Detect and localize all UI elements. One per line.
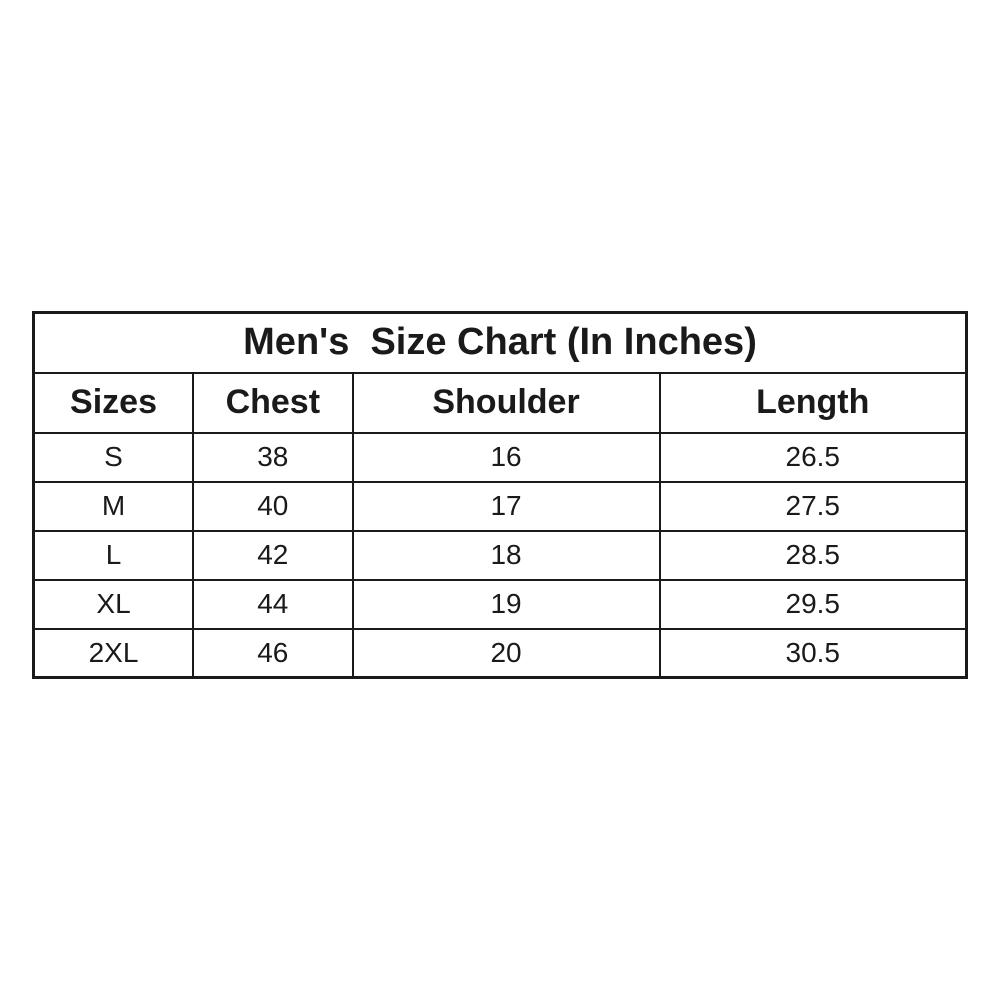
size-cell: 2XL (32, 627, 195, 679)
length-cell: 30.5 (658, 627, 968, 679)
table-row-s: S 38 16 26.5 (32, 431, 968, 483)
shoulder-cell: 16 (351, 431, 661, 483)
shoulder-cell: 19 (351, 578, 661, 630)
length-cell: 26.5 (658, 431, 968, 483)
column-header-shoulder: Shoulder (351, 371, 661, 434)
column-header-chest: Chest (192, 371, 354, 434)
table-row-l: L 42 18 28.5 (32, 529, 968, 581)
column-header-length: Length (658, 371, 968, 434)
size-cell: S (32, 431, 195, 483)
size-cell: M (32, 480, 195, 532)
size-cell: XL (32, 578, 195, 630)
table-row-xl: XL 44 19 29.5 (32, 578, 968, 630)
chest-cell: 40 (192, 480, 354, 532)
table-title: Men's Size Chart (In Inches) (32, 311, 968, 374)
table-row-m: M 40 17 27.5 (32, 480, 968, 532)
shoulder-cell: 20 (351, 627, 661, 679)
chest-cell: 46 (192, 627, 354, 679)
table-row-2xl: 2XL 46 20 30.5 (32, 627, 968, 679)
length-cell: 27.5 (658, 480, 968, 532)
size-chart-table: Men's Size Chart (In Inches) Sizes Chest… (32, 311, 968, 679)
size-chart-container: Men's Size Chart (In Inches) Sizes Chest… (32, 311, 968, 679)
shoulder-cell: 18 (351, 529, 661, 581)
size-cell: L (32, 529, 195, 581)
header-row: Sizes Chest Shoulder Length (32, 371, 968, 434)
chest-cell: 42 (192, 529, 354, 581)
chest-cell: 38 (192, 431, 354, 483)
column-header-sizes: Sizes (32, 371, 195, 434)
length-cell: 29.5 (658, 578, 968, 630)
length-cell: 28.5 (658, 529, 968, 581)
shoulder-cell: 17 (351, 480, 661, 532)
chest-cell: 44 (192, 578, 354, 630)
title-row: Men's Size Chart (In Inches) (32, 311, 968, 374)
